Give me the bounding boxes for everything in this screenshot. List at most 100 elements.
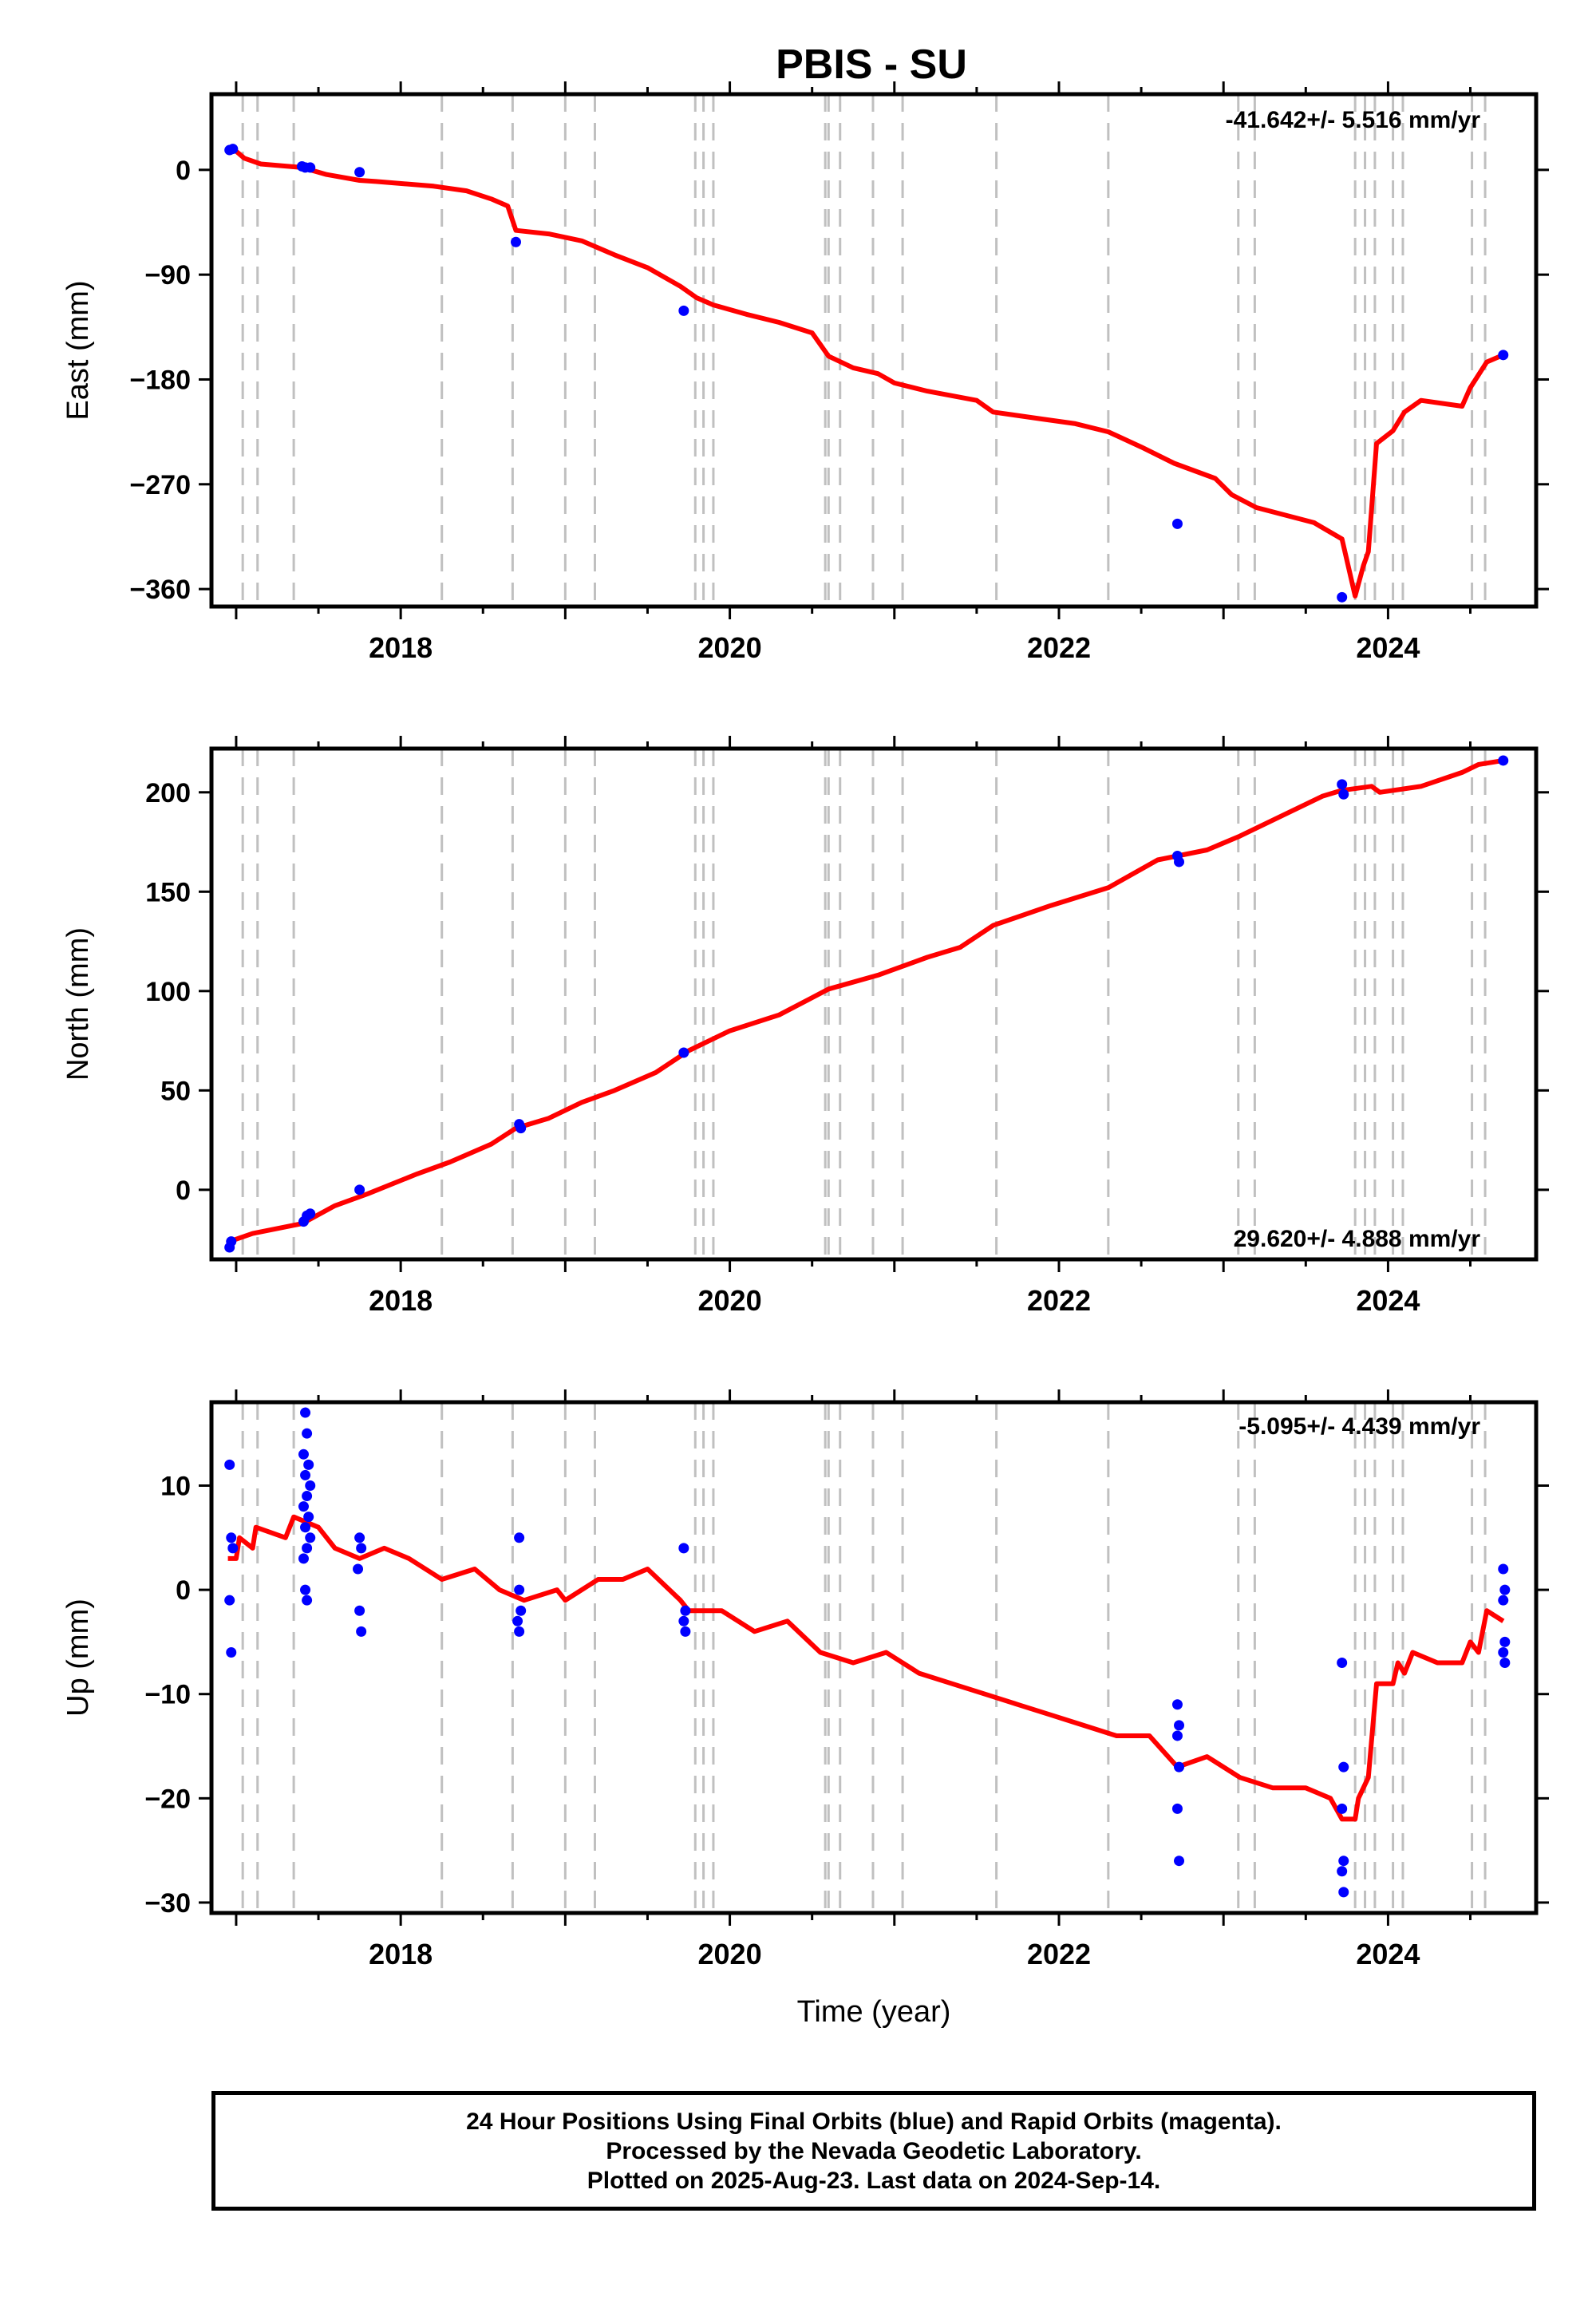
data-point [305,162,316,173]
data-point [1499,1584,1511,1595]
y-tick-label: 0 [176,1176,191,1206]
data-point [1338,1856,1349,1867]
data-point [224,1459,235,1470]
x-tick-label: 2018 [369,631,433,664]
data-point [678,305,689,316]
data-point [356,1543,367,1554]
data-point [1171,1730,1183,1741]
data-point [302,1428,313,1439]
y-tick-label: 200 [145,778,191,808]
y-tick-label: 50 [160,1076,191,1106]
plot-frame [209,1400,1539,1915]
data-point [298,1553,309,1564]
model-line [227,148,1504,599]
data-point [510,236,521,247]
data-point [354,167,365,178]
footer-line-orbits: 24 Hour Positions Using Final Orbits (bl… [466,2108,1282,2135]
data-point [1174,856,1185,868]
data-point [300,1407,311,1418]
data-point [1174,1856,1185,1867]
data-point [300,1469,311,1480]
y-tick-label: −270 [129,470,191,500]
data-point [1337,1803,1348,1814]
y-axis-label: East (mm) [61,280,95,420]
data-point [302,1595,313,1606]
plot-frame [209,92,1539,609]
data-point [1337,1866,1348,1877]
data-point [1171,1699,1183,1710]
y-tick-label: 100 [145,977,191,1007]
data-point [678,1543,689,1554]
data-point [514,1584,525,1595]
x-tick-label: 2018 [369,1938,433,1970]
data-point [1174,1720,1185,1731]
data-point [1337,591,1348,603]
data-point [1498,1563,1509,1575]
data-point [1499,1636,1511,1647]
data-point [1338,1761,1349,1773]
data-point [1171,518,1183,529]
footer-line-dates: Plotted on 2025-Aug-23. Last data on 202… [587,2167,1161,2194]
model-line [228,757,1504,1244]
velocity-rate-label: 29.620+/- 4.888 mm/yr [1234,1226,1481,1252]
y-axis-label: Up (mm) [61,1599,95,1717]
panel-east: 2018 2020 2022 2024 0 −90 −180 −270 −360 East (mm… [61,81,1549,664]
x-tick-label: 2020 [698,631,762,664]
x-tick-label: 2020 [698,1284,762,1317]
data-point [514,1626,525,1637]
y-tick-label: 150 [145,877,191,907]
data-point [305,1532,316,1543]
chart-panels: 2018 2020 2022 2024 0 −90 −180 −270 −360 East (mm… [61,81,1549,1970]
plot-frame [209,746,1539,1262]
panel-north: 2018 2020 2022 2024 0 50 100 150 200 North (mm) 29… [61,736,1549,1317]
data-point [305,1480,316,1491]
data-point [354,1184,365,1196]
y-tick-label: 0 [176,1575,191,1606]
data-point [680,1605,691,1616]
data-point [680,1626,691,1637]
panel-up: 2018 2020 2022 2024 10 0 −10 −20 −30 Up (mm) -5.09… [61,1389,1549,1970]
data-point [298,1501,309,1512]
x-tick-label: 2024 [1356,1284,1420,1317]
figure-title: PBIS - SU [776,41,967,88]
footer-line-processor: Processed by the Nevada Geodetic Laborat… [606,2137,1142,2164]
data-point [303,1459,314,1470]
y-tick-label: 0 [176,156,191,186]
data-point [678,1047,689,1058]
data-point [300,1584,311,1595]
data-point [516,1605,527,1616]
data-point [305,1208,316,1219]
x-tick-label: 2024 [1356,631,1420,664]
data-point [226,1532,237,1543]
model-line [227,1514,1505,1822]
x-tick-label: 2022 [1027,1938,1091,1970]
y-tick-label: −30 [144,1888,191,1919]
data-point [1498,1595,1509,1606]
velocity-rate-label: -5.095+/- 4.439 mm/yr [1238,1413,1480,1440]
velocity-rate-label: -41.642+/- 5.516 mm/yr [1226,107,1481,133]
x-axis-label: Time (year) [797,1995,951,2029]
x-tick-label: 2024 [1356,1938,1420,1970]
data-point [354,1532,365,1543]
data-point [1498,1646,1509,1658]
data-point [226,1236,237,1247]
y-axis-label: North (mm) [61,927,95,1081]
data-point [1338,788,1349,800]
data-point [302,1491,313,1502]
data-point [1171,1803,1183,1814]
data-point [512,1615,523,1626]
data-point [302,1543,313,1554]
data-point [226,1646,237,1658]
data-point [1337,779,1348,790]
x-tick-label: 2020 [698,1938,762,1970]
data-point [514,1532,525,1543]
data-point [678,1615,689,1626]
x-tick-label: 2022 [1027,1284,1091,1317]
y-tick-label: −10 [144,1680,191,1710]
data-point [1337,1658,1348,1669]
data-point [1338,1887,1349,1898]
data-point [1498,350,1509,361]
y-tick-label: 10 [160,1471,191,1501]
data-point [516,1123,527,1134]
